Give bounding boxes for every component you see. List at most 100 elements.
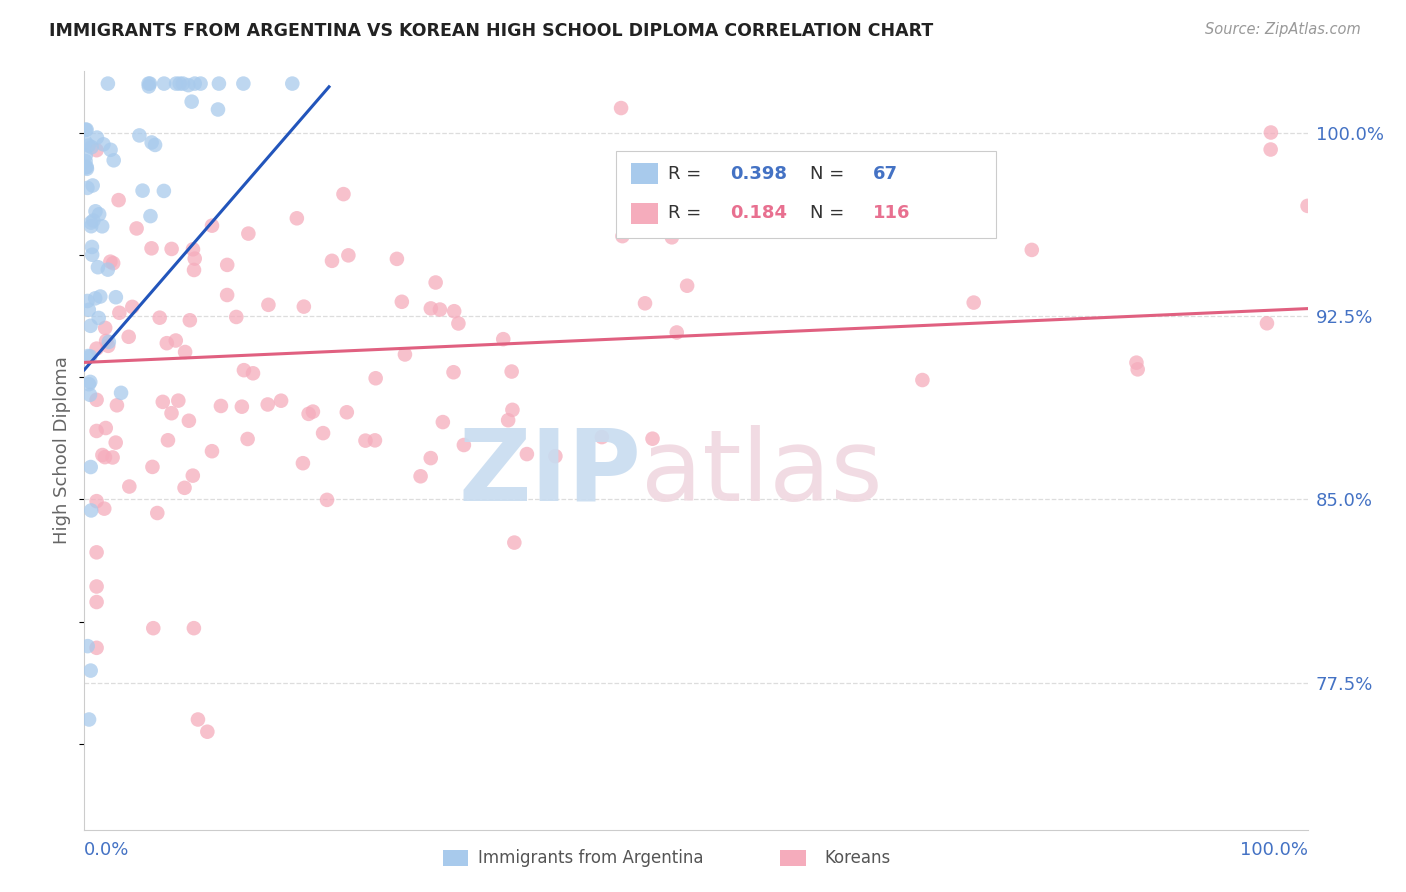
Point [1125,356,1147,370]
Point [93,137,115,152]
Point [591,430,613,444]
Point [516,447,538,461]
Point [911,373,934,387]
Point [97,262,120,277]
Point [107,193,129,207]
Point [86,143,108,157]
Point [143,137,166,152]
Point [146,506,169,520]
Point [141,241,163,255]
Point [419,451,441,466]
Point [181,468,204,483]
Point [87,260,110,275]
Point [89,289,111,303]
Point [447,317,470,331]
Point [141,459,163,474]
Point [443,304,465,318]
Text: 0.184: 0.184 [730,204,787,222]
Point [257,298,280,312]
Point [238,227,260,241]
Point [932,192,955,206]
Point [80,219,103,234]
Point [105,398,128,412]
Point [1260,126,1282,140]
Point [281,77,304,91]
Point [501,402,523,417]
Point [131,184,153,198]
Point [110,385,132,400]
Point [77,349,100,363]
Text: 0.398: 0.398 [730,165,787,183]
Text: R =: R = [668,165,707,183]
Point [79,375,101,389]
Point [195,724,218,739]
Point [209,399,232,413]
Text: 0.0%: 0.0% [84,840,129,859]
Point [242,366,264,380]
Point [432,415,454,429]
Point [139,77,162,91]
Point [80,503,103,517]
Point [77,713,100,727]
Point [94,321,117,335]
Point [139,209,162,223]
Point [1126,362,1149,376]
Point [79,664,101,678]
Point [93,501,115,516]
Point [77,302,100,317]
Text: Source: ZipAtlas.com: Source: ZipAtlas.com [1205,22,1361,37]
Point [103,153,125,168]
Text: 116: 116 [873,204,911,222]
Point [108,306,131,320]
FancyBboxPatch shape [616,151,995,238]
Point [177,78,200,92]
Point [172,77,194,91]
Point [138,77,160,91]
Point [76,160,98,174]
Point [94,450,117,464]
Point [80,140,103,154]
Point [676,278,699,293]
Text: ZIP: ZIP [458,425,641,522]
Point [75,136,97,150]
Point [612,229,634,244]
Text: atlas: atlas [641,425,883,522]
Point [187,713,209,727]
Point [84,291,107,305]
Point [75,154,97,169]
Point [364,371,387,385]
Point [501,365,523,379]
Point [121,300,143,314]
Point [79,388,101,402]
Point [86,392,108,407]
Point [76,639,98,653]
Point [80,240,103,254]
Point [963,295,986,310]
Point [183,77,205,91]
Point [153,77,176,91]
Point [97,77,120,91]
Point [86,545,108,559]
Point [302,404,325,418]
Point [797,208,820,222]
Point [953,211,976,226]
Point [76,181,98,195]
Point [321,253,343,268]
Point [183,621,205,635]
Point [118,479,141,493]
Point [179,313,201,327]
Point [217,258,239,272]
Point [364,434,387,448]
Point [174,345,197,359]
Point [89,207,111,221]
Point [156,434,179,448]
Point [84,204,107,219]
Point [86,640,108,655]
Point [100,254,122,268]
Point [86,494,108,508]
Point [496,413,519,427]
Point [391,294,413,309]
Point [173,481,195,495]
Point [86,130,108,145]
Point [156,336,179,351]
